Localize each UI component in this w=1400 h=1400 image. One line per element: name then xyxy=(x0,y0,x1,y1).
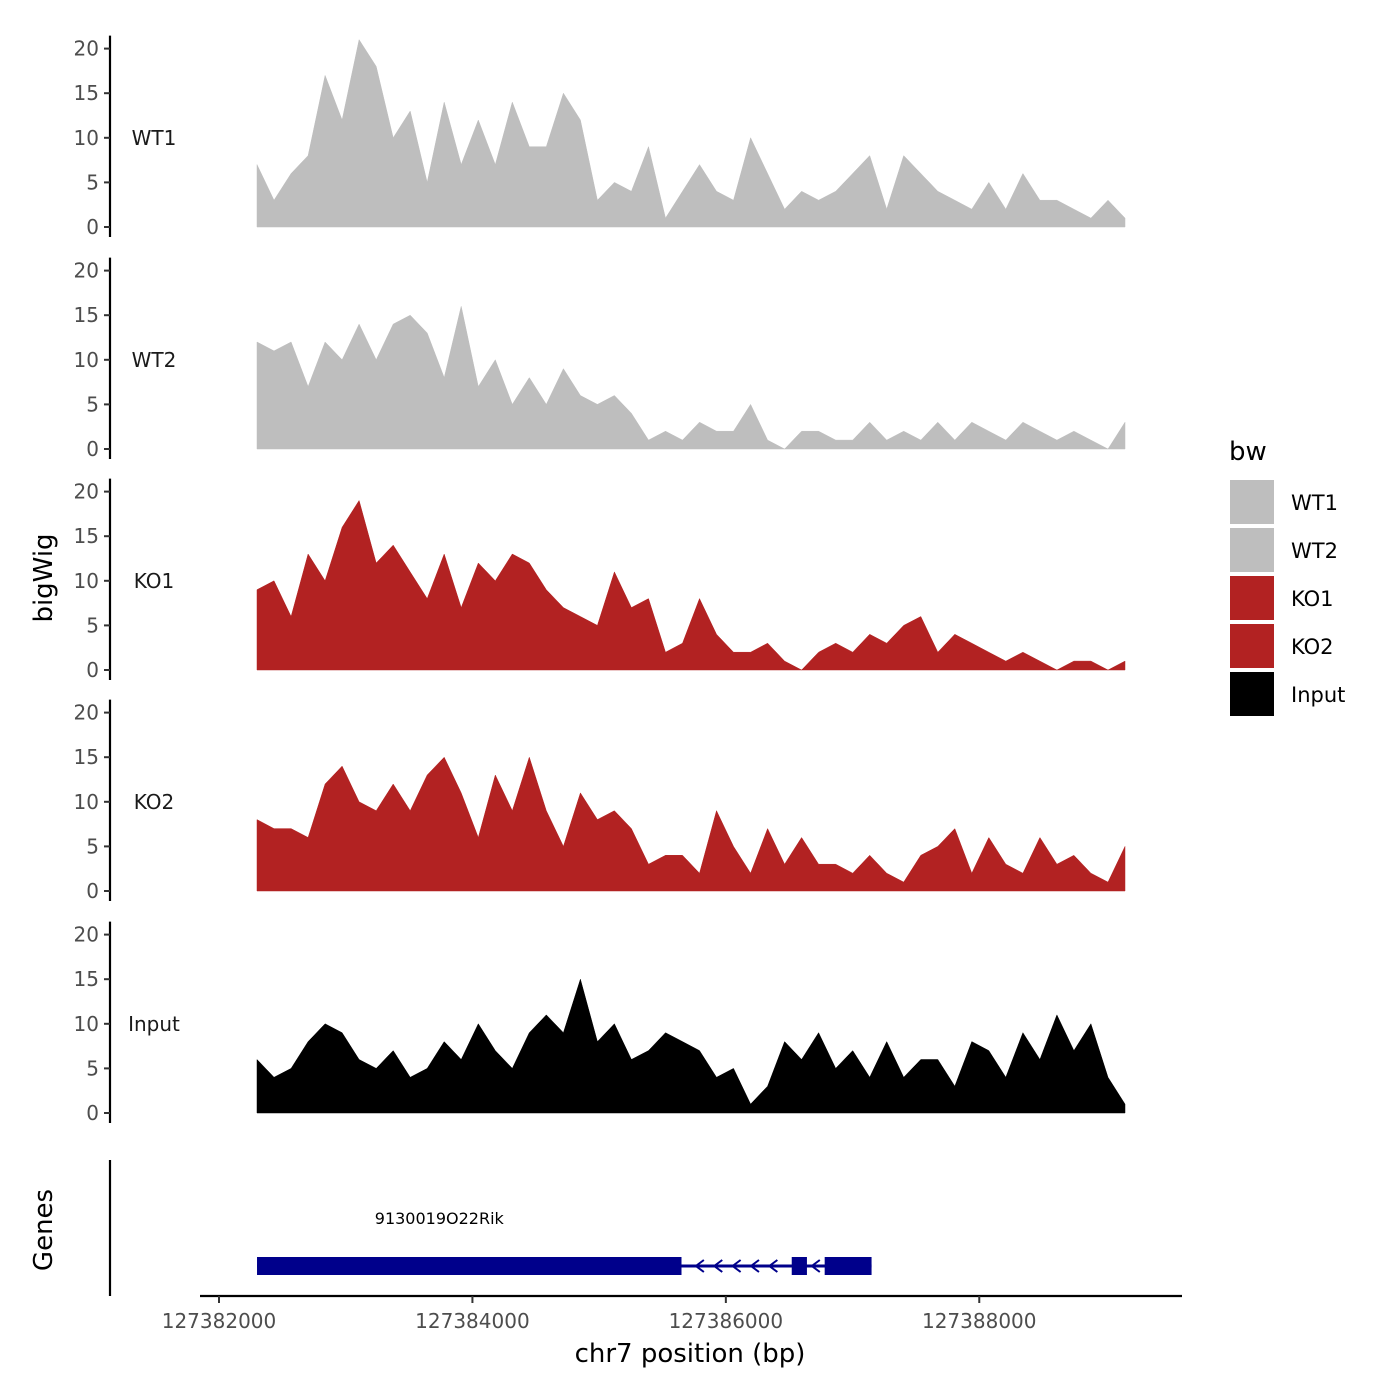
y-tick-label: 10 xyxy=(74,348,99,372)
y-tick-label: 20 xyxy=(74,701,99,725)
y-axis-title: bigWig xyxy=(29,533,59,622)
strand-arrow xyxy=(730,1259,742,1273)
track-ko1: 0 5 10 15 20 KO1 xyxy=(74,478,1126,682)
y-tick-label: 20 xyxy=(74,480,99,504)
y-tick-label: 20 xyxy=(74,259,99,283)
track-label: WT2 xyxy=(132,348,177,372)
genes-track-title: Genes xyxy=(29,1189,59,1271)
y-tick-label: 5 xyxy=(86,1056,99,1080)
track-wt2: 0 5 10 15 20 WT2 xyxy=(74,257,1126,461)
legend-label-ko1: KO1 xyxy=(1291,587,1334,611)
gene-label: 9130019O22Rik xyxy=(375,1209,505,1228)
exon xyxy=(791,1257,807,1275)
signal-area-wt2 xyxy=(256,306,1126,450)
y-tick-label: 0 xyxy=(86,658,99,682)
legend-label-input: Input xyxy=(1291,683,1345,707)
y-tick-label: 5 xyxy=(86,170,99,194)
x-axis-title: chr7 position (bp) xyxy=(575,1339,806,1369)
signal-area-ko2 xyxy=(256,756,1126,892)
track-label: WT1 xyxy=(132,126,177,150)
y-tick-label: 15 xyxy=(74,303,99,327)
y-tick-label: 10 xyxy=(74,790,99,814)
legend-label-ko2: KO2 xyxy=(1291,635,1334,659)
y-tick-label: 15 xyxy=(74,81,99,105)
y-tick-label: 0 xyxy=(86,437,99,461)
legend-key-wt2 xyxy=(1230,528,1274,572)
track-input: 0 5 10 15 20 Input xyxy=(74,921,1126,1125)
strand-arrow xyxy=(712,1259,723,1273)
y-tick-label: 20 xyxy=(74,923,99,947)
track-label: KO2 xyxy=(134,790,175,814)
x-axis: 127382000 127384000 127386000 127388000 xyxy=(162,1294,1182,1333)
track-ko2: 0 5 10 15 20 KO2 xyxy=(74,699,1126,903)
track-label: Input xyxy=(128,1012,180,1036)
y-tick-label: 20 xyxy=(74,37,99,61)
signal-area-wt1 xyxy=(256,39,1126,228)
legend-key-ko2 xyxy=(1230,624,1274,668)
signal-area-ko1 xyxy=(256,499,1126,671)
legend-key-wt1 xyxy=(1230,480,1274,524)
legend-title: bw xyxy=(1229,437,1267,467)
y-tick-label: 0 xyxy=(86,215,99,239)
track-label: KO1 xyxy=(134,569,175,593)
exon xyxy=(824,1257,872,1275)
legend-key-input xyxy=(1230,672,1274,716)
strand-arrow xyxy=(767,1259,778,1273)
legend-label-wt2: WT2 xyxy=(1291,539,1338,563)
y-tick-label: 15 xyxy=(74,745,99,769)
y-tick-label: 10 xyxy=(74,1012,99,1036)
signal-tracks: 0 5 10 15 20 WT1 0 5 10 15 20 WT2 0 5 10 15 20 KO1 0 5 10 15 2… xyxy=(74,35,1126,1125)
strand-arrow xyxy=(749,1259,760,1273)
y-tick-label: 10 xyxy=(74,126,99,150)
y-tick-label: 15 xyxy=(74,967,99,991)
strand-arrow xyxy=(810,1259,821,1273)
x-tick-label: 127382000 xyxy=(162,1309,277,1333)
gene-track: 9130019O22Rik xyxy=(108,1160,872,1296)
x-tick-label: 127386000 xyxy=(669,1309,784,1333)
x-tick-label: 127388000 xyxy=(922,1309,1037,1333)
signal-area-input xyxy=(256,978,1126,1114)
y-tick-label: 0 xyxy=(86,1101,99,1125)
track-wt1: 0 5 10 15 20 WT1 xyxy=(74,35,1126,239)
y-tick-label: 15 xyxy=(74,524,99,548)
y-tick-label: 10 xyxy=(74,569,99,593)
legend-label-wt1: WT1 xyxy=(1291,491,1338,515)
y-tick-label: 5 xyxy=(86,392,99,416)
y-tick-label: 5 xyxy=(86,834,99,858)
legend: bw WT1 WT2 KO1 KO2 Input xyxy=(1229,437,1345,716)
x-tick-label: 127384000 xyxy=(415,1309,530,1333)
y-tick-label: 5 xyxy=(86,613,99,637)
strand-arrow xyxy=(694,1259,705,1273)
y-tick-label: 0 xyxy=(86,879,99,903)
legend-key-ko1 xyxy=(1230,576,1274,620)
exon xyxy=(257,1257,682,1275)
